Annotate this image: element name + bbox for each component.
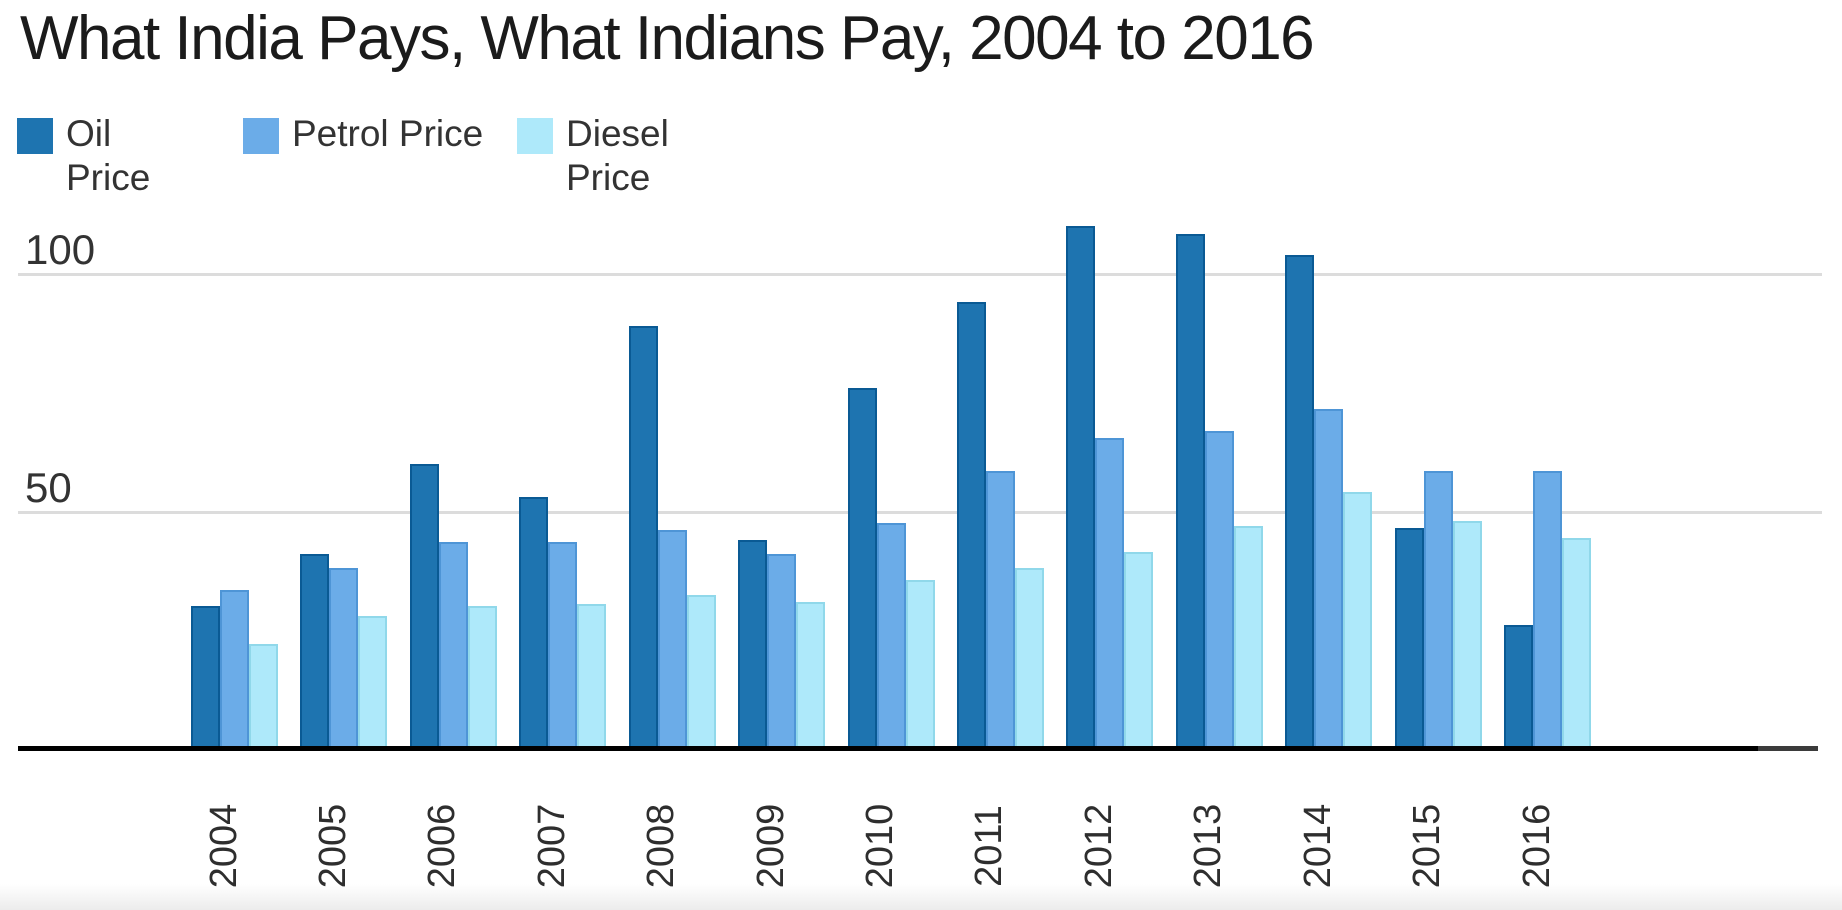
bar-oil-price-2013[interactable] [1176,234,1205,749]
x-axis-label-2016: 2016 [1516,803,1558,889]
bar-petrol-price-2012[interactable] [1095,438,1124,749]
bar-diesel-price-2005[interactable] [358,616,387,749]
bar-petrol-price-2005[interactable] [329,568,358,749]
bar-diesel-price-2015[interactable] [1453,521,1482,749]
y-tick-label-100: 100 [25,226,96,273]
bar-diesel-price-2006[interactable] [468,606,497,749]
bar-diesel-price-2009[interactable] [796,602,825,749]
bar-diesel-price-2008[interactable] [687,595,716,749]
bar-oil-price-2009[interactable] [738,540,767,749]
page-bottom-strip [0,884,1842,910]
bar-petrol-price-2004[interactable] [220,590,249,749]
x-axis-label-2005: 2005 [312,803,354,889]
bar-diesel-price-2013[interactable] [1234,526,1263,749]
legend-item-diesel-price[interactable]: Diesel Price [517,112,716,200]
x-axis-label-2015: 2015 [1406,803,1448,889]
x-axis-label-2007: 2007 [531,803,573,889]
bar-diesel-price-2007[interactable] [577,604,606,749]
bar-diesel-price-2012[interactable] [1124,552,1153,749]
x-axis-label-2012: 2012 [1078,803,1120,889]
bar-oil-price-2012[interactable] [1066,226,1095,749]
bar-oil-price-2007[interactable] [519,497,548,749]
bar-petrol-price-2014[interactable] [1314,409,1343,749]
legend-item-oil-price[interactable]: Oil Price [17,112,178,200]
bar-oil-price-2011[interactable] [957,302,986,749]
x-axis-line [18,746,1758,751]
bar-petrol-price-2013[interactable] [1205,431,1234,749]
bar-petrol-price-2008[interactable] [658,530,687,749]
bar-oil-price-2010[interactable] [848,388,877,749]
x-axis-label-2010: 2010 [859,803,901,889]
x-axis-label-2011: 2011 [968,805,1010,887]
x-axis-label-2006: 2006 [421,803,463,889]
y-tick-label-50: 50 [25,464,72,511]
bar-oil-price-2015[interactable] [1395,528,1424,749]
legend-label-diesel-price: Diesel Price [566,113,669,198]
bar-oil-price-2004[interactable] [191,606,220,749]
bar-petrol-price-2009[interactable] [767,554,796,749]
bar-diesel-price-2016[interactable] [1562,538,1591,749]
bar-oil-price-2016[interactable] [1504,625,1533,749]
bar-petrol-price-2016[interactable] [1533,471,1562,749]
bar-diesel-price-2004[interactable] [249,644,278,749]
x-axis-label-2004: 2004 [203,803,245,889]
x-axis-line-end-segment [1758,746,1818,751]
legend-swatch-diesel-price-icon [517,118,553,154]
gridline-100 [18,273,1822,276]
legend-label-oil-price: Oil Price [66,113,151,198]
bar-oil-price-2005[interactable] [300,554,329,749]
legend-swatch-petrol-price-icon [243,118,279,154]
x-axis-label-2008: 2008 [640,803,682,889]
bar-oil-price-2014[interactable] [1285,255,1314,749]
legend-swatch-oil-price-icon [17,118,53,154]
bar-oil-price-2006[interactable] [410,464,439,749]
bar-petrol-price-2007[interactable] [548,542,577,749]
bar-oil-price-2008[interactable] [629,326,658,749]
x-axis-label-2009: 2009 [750,803,792,889]
bar-petrol-price-2010[interactable] [877,523,906,749]
bar-diesel-price-2010[interactable] [906,580,935,749]
legend-item-petrol-price[interactable]: Petrol Price [243,112,483,156]
gridline-50 [18,511,1822,514]
bar-petrol-price-2006[interactable] [439,542,468,749]
x-axis-label-2013: 2013 [1187,803,1229,889]
legend-label-petrol-price: Petrol Price [292,113,484,154]
chart-title: What India Pays, What Indians Pay, 2004 … [20,4,1315,73]
bar-diesel-price-2011[interactable] [1015,568,1044,749]
x-axis-label-2014: 2014 [1297,803,1339,889]
bar-petrol-price-2015[interactable] [1424,471,1453,749]
bar-diesel-price-2014[interactable] [1343,492,1372,749]
bar-petrol-price-2011[interactable] [986,471,1015,749]
